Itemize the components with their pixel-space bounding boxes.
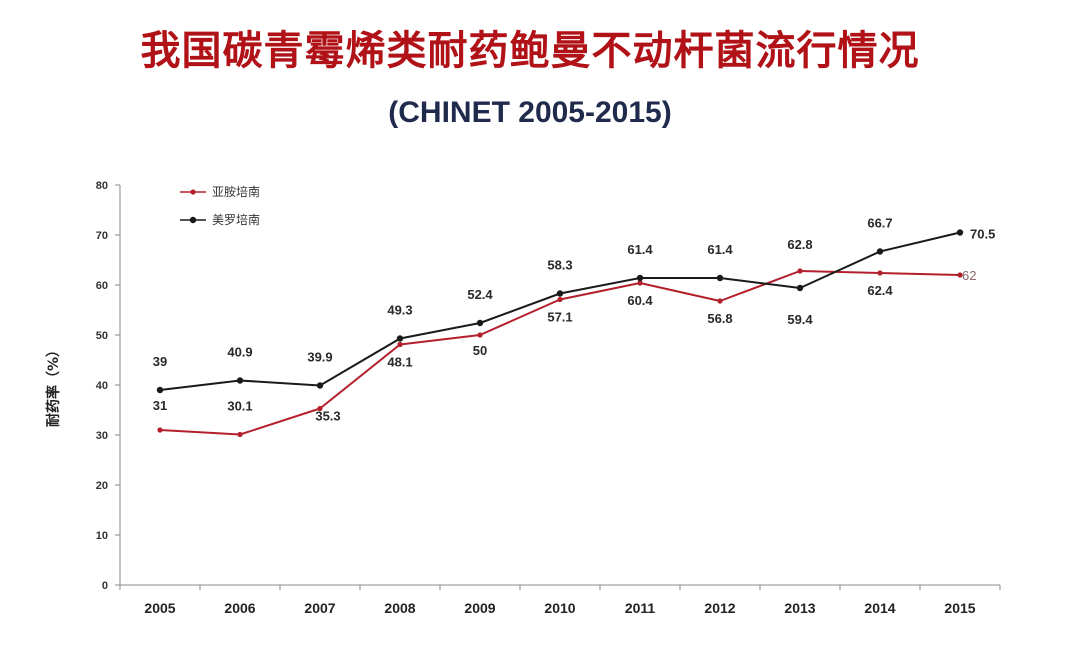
- legend-swatch-marker: [189, 216, 197, 224]
- x-tick-label: 2009: [464, 600, 495, 616]
- data-point: [476, 319, 484, 327]
- data-label: 39.9: [307, 350, 332, 365]
- data-point: [236, 377, 244, 384]
- data-label: 56.8: [707, 311, 732, 326]
- data-label: 30.1: [227, 399, 252, 414]
- data-label: 59.4: [787, 312, 813, 327]
- y-tick-label: 20: [96, 480, 108, 492]
- data-label: 61.4: [627, 242, 653, 257]
- data-point: [316, 382, 324, 389]
- data-point: [876, 248, 884, 255]
- data-point: [956, 229, 964, 236]
- data-point: [556, 290, 564, 297]
- x-tick-label: 2015: [944, 600, 975, 616]
- data-label: 62: [962, 268, 976, 283]
- x-tick-label: 2014: [864, 600, 895, 616]
- data-point: [957, 272, 963, 278]
- data-point: [557, 296, 563, 303]
- data-point: [877, 270, 883, 276]
- data-label: 35.3: [315, 409, 340, 424]
- page-title: 我国碳青霉烯类耐药鲍曼不动杆菌流行情况: [140, 28, 920, 74]
- legend-label: 美罗培南: [212, 212, 260, 227]
- x-tick-label: 2008: [384, 600, 415, 616]
- page-subtitle: (CHINET 2005-2015): [388, 96, 672, 129]
- y-tick-label: 70: [96, 230, 108, 242]
- x-tick-label: 2013: [784, 600, 815, 616]
- data-point: [636, 274, 644, 282]
- data-label: 40.9: [227, 345, 252, 360]
- data-label: 61.4: [707, 242, 733, 257]
- y-tick-label: 30: [96, 430, 108, 442]
- data-point: [397, 341, 403, 348]
- y-tick-label: 10: [96, 530, 108, 542]
- data-label: 48.1: [387, 355, 412, 370]
- data-label: 39: [153, 354, 167, 369]
- x-tick-label: 2006: [224, 600, 255, 616]
- data-point: [797, 268, 803, 274]
- data-point: [717, 298, 723, 304]
- x-tick-label: 2012: [704, 600, 735, 616]
- data-label: 57.1: [547, 310, 572, 325]
- data-point: [396, 335, 404, 342]
- data-point: [156, 386, 164, 394]
- x-tick-label: 2010: [544, 600, 575, 616]
- legend-label: 亚胺培南: [212, 184, 260, 199]
- y-tick-label: 80: [96, 180, 108, 192]
- data-label: 60.4: [627, 293, 653, 308]
- y-tick-label: 40: [96, 380, 108, 392]
- y-tick-label: 60: [96, 280, 108, 292]
- data-point: [796, 284, 804, 292]
- x-tick-label: 2007: [304, 600, 335, 616]
- data-point: [716, 274, 724, 282]
- y-tick-label: 50: [96, 330, 108, 342]
- data-point: [637, 280, 643, 286]
- data-label: 62.8: [787, 237, 812, 252]
- data-point: [317, 405, 323, 412]
- data-point: [477, 332, 483, 338]
- data-point: [157, 427, 163, 433]
- chart-data-labels: 39 40.9 39.9 49.3 52.4 58.3 61.4 61.4 59.4 66.7 70…: [153, 216, 996, 424]
- y-axis-label: 耐药率（%）: [45, 343, 62, 427]
- chart-series: [156, 229, 964, 438]
- data-label: 70.5: [970, 227, 995, 242]
- x-tick-label: 2011: [625, 600, 656, 616]
- data-label: 66.7: [867, 216, 892, 231]
- data-label: 52.4: [467, 287, 493, 302]
- data-label: 58.3: [547, 258, 572, 273]
- data-label: 31: [153, 398, 167, 413]
- y-tick-label: 0: [102, 580, 108, 592]
- data-point: [237, 431, 243, 438]
- legend-swatch-marker: [190, 189, 196, 195]
- data-label: 49.3: [387, 303, 412, 318]
- x-tick-label: 2005: [144, 600, 175, 616]
- chart-axes: 0 10 20 30 40 50 60 70 80 2005 2006 2007 2008 2009 201…: [45, 180, 1001, 616]
- data-label: 62.4: [867, 283, 893, 298]
- data-label: 50: [473, 343, 487, 358]
